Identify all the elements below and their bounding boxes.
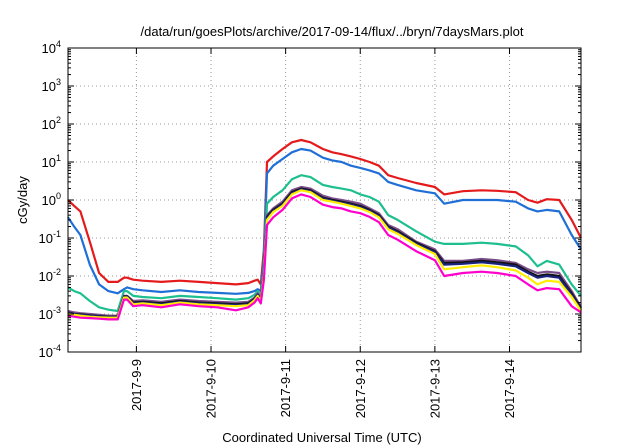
series-line-7 bbox=[67, 189, 582, 319]
y-tick-label: 10-4 bbox=[39, 343, 61, 360]
y-axis-label: cGy/day bbox=[15, 176, 30, 224]
x-tick-label: 2017-9-10 bbox=[204, 359, 219, 418]
x-tick-label: 2017-9-9 bbox=[129, 359, 144, 411]
x-tick-label: 2017-9-11 bbox=[278, 359, 293, 417]
y-tick-label: 102 bbox=[42, 115, 61, 132]
series-line-2 bbox=[67, 147, 582, 295]
y-ticks: 10-4 10-3 10-2 10-1 100 101 102 103 104 bbox=[39, 39, 581, 360]
x-axis-label: Coordinated Universal Time (UTC) bbox=[222, 430, 421, 445]
y-tick-label: 103 bbox=[42, 77, 61, 94]
chart-title: /data/run/goesPlots/archive/2017-09-14/f… bbox=[141, 24, 524, 39]
y-tick-label: 10-3 bbox=[39, 305, 61, 322]
y-tick-label: 101 bbox=[42, 153, 61, 170]
x-tick-label: 2017-9-14 bbox=[502, 359, 517, 418]
x-tick-label: 2017-9-12 bbox=[353, 359, 368, 418]
series-lines bbox=[67, 138, 582, 321]
x-ticks: 2017-9-9 2017-9-10 2017-9-11 2017-9-12 2017-… bbox=[129, 48, 517, 418]
y-tick-label: 10-2 bbox=[39, 267, 61, 284]
x-tick-label: 2017-9-13 bbox=[427, 359, 442, 418]
series-line-1 bbox=[67, 138, 582, 286]
y-tick-label: 100 bbox=[42, 191, 61, 208]
y-tick-label: 10-1 bbox=[39, 229, 61, 246]
series-line-3 bbox=[67, 174, 582, 313]
y-tick-label: 104 bbox=[42, 39, 61, 56]
series-line-8 bbox=[67, 193, 582, 321]
